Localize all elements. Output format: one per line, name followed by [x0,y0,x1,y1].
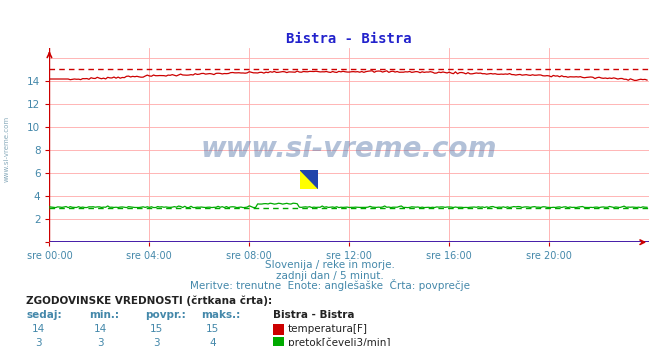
Text: 15: 15 [150,324,163,334]
Text: 14: 14 [94,324,107,334]
Text: 3: 3 [154,338,160,346]
Text: 3: 3 [98,338,104,346]
Text: maks.:: maks.: [201,310,241,320]
Text: 3: 3 [35,338,42,346]
Text: Bistra - Bistra: Bistra - Bistra [273,310,355,320]
Polygon shape [300,170,318,189]
Polygon shape [300,170,318,189]
Text: 15: 15 [206,324,219,334]
Text: Slovenija / reke in morje.: Slovenija / reke in morje. [264,260,395,270]
Polygon shape [300,170,318,189]
Text: Meritve: trenutne  Enote: anglešaške  Črta: povprečje: Meritve: trenutne Enote: anglešaške Črta… [190,279,469,291]
Text: zadnji dan / 5 minut.: zadnji dan / 5 minut. [275,271,384,281]
Text: povpr.:: povpr.: [145,310,186,320]
Text: 14: 14 [32,324,45,334]
Text: 4: 4 [210,338,216,346]
Text: www.si-vreme.com: www.si-vreme.com [3,116,10,182]
Text: www.si-vreme.com: www.si-vreme.com [201,135,498,163]
Text: ZGODOVINSKE VREDNOSTI (črtkana črta):: ZGODOVINSKE VREDNOSTI (črtkana črta): [26,295,272,306]
Text: min.:: min.: [89,310,119,320]
Text: sedaj:: sedaj: [26,310,62,320]
Text: temperatura[F]: temperatura[F] [288,324,368,334]
Text: pretok[čevelj3/min]: pretok[čevelj3/min] [288,337,391,346]
Title: Bistra - Bistra: Bistra - Bistra [287,32,412,46]
